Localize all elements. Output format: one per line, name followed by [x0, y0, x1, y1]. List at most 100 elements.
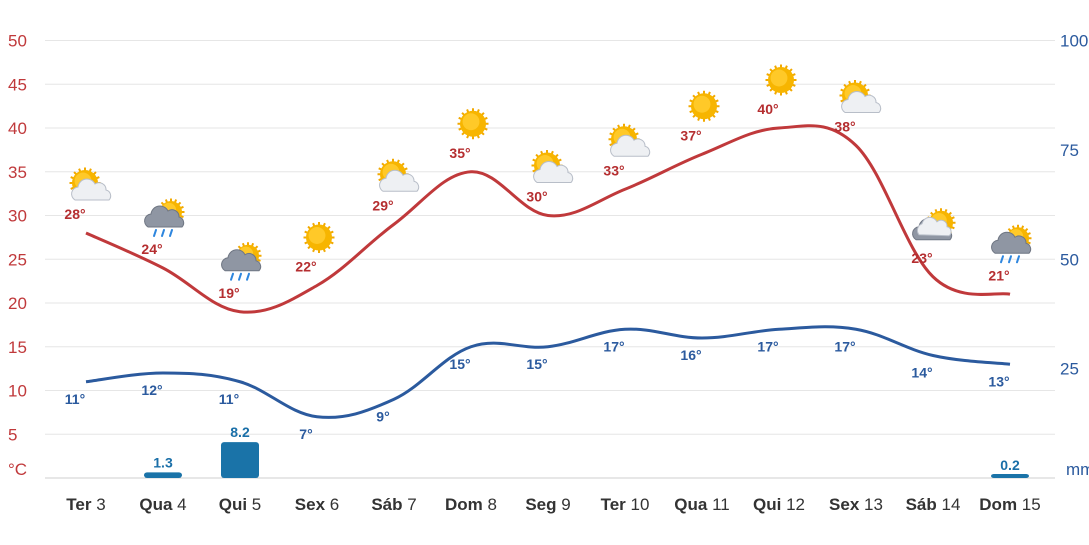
- min-temp-label: 17°: [834, 338, 855, 354]
- cloud-shape: [991, 231, 1032, 254]
- rain-cloud-sun-icon: [144, 198, 185, 237]
- sun-cloud-icon: [531, 150, 574, 183]
- rain-drop: [161, 229, 165, 237]
- max-temp-line: [85, 124, 1011, 314]
- x-axis-label: Sex 13: [829, 495, 883, 514]
- cloud-shape: [221, 249, 262, 272]
- x-axis-date: 12: [781, 495, 805, 514]
- left-axis-tick: 50: [8, 32, 27, 51]
- max-temp-label: 37°: [680, 127, 701, 143]
- x-axis-label: Dom 8: [445, 495, 497, 514]
- rain-drop: [1016, 255, 1020, 264]
- max-temp-label: 19°: [218, 285, 239, 301]
- rain-cloud-sun-icon: [221, 242, 262, 281]
- x-axis-label: Seg 9: [525, 495, 570, 514]
- rain-drop: [1008, 255, 1012, 264]
- rain-drop: [169, 229, 173, 237]
- min-temp-label: 16°: [680, 347, 701, 363]
- max-temp-label: 29°: [372, 197, 393, 213]
- left-axis-tick: 30: [8, 207, 27, 226]
- weather-icons: [69, 64, 1032, 281]
- left-axis: 5 10 15 20 25 30 35 40 45 50: [8, 32, 27, 445]
- x-axis-label: Qua 11: [674, 495, 729, 514]
- precipitation-bar: [991, 474, 1029, 478]
- x-axis-date: 14: [937, 495, 961, 514]
- max-temp-label: 24°: [141, 241, 162, 257]
- cloud-shape: [841, 91, 882, 113]
- cloud-sun-icon: [912, 208, 956, 241]
- rain-drop: [1000, 255, 1004, 264]
- cloud-shape: [610, 134, 651, 157]
- sun-cloud-icon: [377, 158, 420, 192]
- grid-lines: [45, 40, 1055, 479]
- precipitation-bars: [144, 442, 1029, 478]
- cloud-shape: [71, 178, 112, 201]
- min-temp-label: 12°: [141, 382, 162, 398]
- max-temp-label: 35°: [449, 145, 470, 161]
- sun-icon: [688, 90, 720, 122]
- right-axis-unit: mm: [1066, 460, 1089, 479]
- left-axis-tick: 15: [8, 338, 27, 357]
- x-axis-label: Dom 15: [979, 495, 1040, 514]
- precipitation-bar: [221, 442, 259, 478]
- cloud-front: [916, 216, 952, 237]
- sun-highlight: [308, 227, 326, 244]
- max-temp-label: 21°: [988, 267, 1009, 283]
- left-axis-tick: 35: [8, 163, 27, 182]
- x-axis-day: Qua: [674, 495, 708, 514]
- cloud-shape: [379, 169, 420, 192]
- x-axis-day: Qui: [753, 495, 781, 514]
- left-axis-unit: °C: [8, 460, 27, 479]
- rain-drop: [246, 272, 250, 281]
- min-temp-label: 11°: [65, 391, 85, 407]
- right-axis-tick: 100: [1060, 32, 1088, 51]
- x-axis-label: Ter 3: [66, 495, 105, 514]
- x-axis-day: Sex: [829, 495, 860, 514]
- data-labels: 28° 24° 19° 22° 29° 35° 30° 33° 37° 40° 38° 23° 21° 1…: [64, 101, 1020, 473]
- min-temp-label: 9°: [376, 408, 389, 424]
- x-axis-date: 5: [247, 495, 261, 514]
- right-axis-tick: 75: [1060, 141, 1079, 160]
- sun-icon: [765, 64, 797, 96]
- max-temp-label: 30°: [526, 189, 547, 205]
- min-temp-label: 14°: [911, 365, 932, 381]
- x-axis-day: Qui: [219, 495, 247, 514]
- x-axis-label: Qui 5: [219, 495, 262, 514]
- x-axis-date: 6: [325, 495, 339, 514]
- sun-highlight: [462, 113, 480, 131]
- min-temp-label: 15°: [526, 356, 547, 372]
- sun-highlight: [693, 95, 711, 113]
- sun-icon: [303, 222, 335, 253]
- left-axis-tick: 45: [8, 75, 27, 94]
- x-axis-label: Sex 6: [295, 495, 339, 514]
- left-axis-tick: 5: [8, 425, 17, 444]
- precipitation-bar: [144, 472, 182, 478]
- max-temp-label: 40°: [757, 101, 778, 117]
- x-axis-day: Qua: [139, 495, 173, 514]
- left-axis-tick: 10: [8, 382, 27, 401]
- left-axis-tick: 40: [8, 119, 27, 138]
- min-temp-label: 11°: [219, 391, 239, 407]
- precipitation-label: 1.3: [153, 454, 173, 470]
- left-axis-tick: 25: [8, 250, 27, 269]
- max-temp-label: 38°: [834, 119, 855, 135]
- x-axis-date: 13: [859, 495, 883, 514]
- sun-cloud-icon: [608, 123, 651, 157]
- x-axis-label: Ter 10: [601, 495, 650, 514]
- x-axis-date: 15: [1017, 495, 1041, 514]
- x-axis-day: Sáb: [906, 495, 937, 514]
- max-temp-label: 28°: [64, 206, 85, 222]
- min-temp-label: 15°: [449, 356, 470, 372]
- x-axis-date: 10: [626, 495, 650, 514]
- x-axis-day: Sex: [295, 495, 326, 514]
- x-axis-label: Sáb 7: [371, 495, 416, 514]
- x-axis-date: 4: [172, 495, 186, 514]
- right-axis: 25 50 75 100: [1060, 32, 1088, 379]
- left-axis-tick: 20: [8, 294, 27, 313]
- min-temp-label: 17°: [757, 338, 778, 354]
- x-axis-day: Sáb: [371, 495, 402, 514]
- precipitation-label: 0.2: [1000, 457, 1020, 473]
- sun-cloud-icon: [69, 167, 112, 201]
- x-axis-day: Ter: [601, 495, 627, 514]
- x-axis-date: 3: [92, 495, 106, 514]
